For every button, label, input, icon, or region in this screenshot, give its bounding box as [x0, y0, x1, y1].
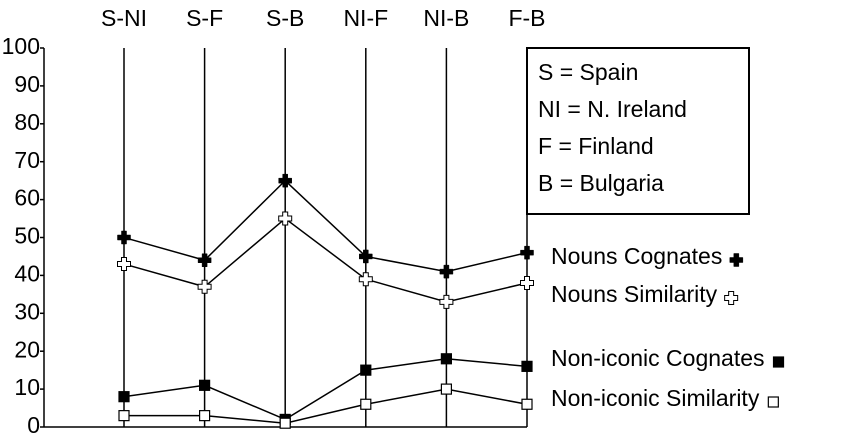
data-point [118, 391, 130, 403]
data-point [521, 360, 533, 372]
x-tick-label: NI-F [343, 5, 388, 31]
series-line [123, 358, 528, 421]
legend-marker [772, 356, 785, 368]
data-point [520, 245, 534, 260]
data-point [439, 294, 454, 309]
y-tick-label: 0 [27, 412, 40, 433]
data-point [358, 272, 373, 287]
series-line [123, 179, 528, 273]
y-tick-label: 50 [14, 223, 40, 249]
data-point [439, 264, 454, 279]
key-box [526, 47, 750, 215]
key-text: F = Finland [538, 133, 654, 159]
data-point [278, 211, 293, 226]
y-tick-label: 10 [14, 374, 40, 400]
legend-marker [767, 396, 779, 408]
data-point [360, 364, 372, 376]
x-tick-label: S-F [186, 5, 223, 31]
key-text: NI = N. Ireland [538, 96, 687, 122]
data-point [117, 230, 131, 245]
data-point [440, 353, 452, 365]
y-tick-label: 70 [14, 147, 40, 173]
legend-label: Nouns Similarity [551, 281, 718, 307]
x-tick-label: NI-B [423, 5, 469, 31]
x-tick-label: S-NI [101, 5, 147, 31]
data-point [197, 253, 212, 267]
y-tick-label: 20 [14, 336, 40, 362]
legend-marker [729, 253, 744, 267]
series-line [123, 217, 528, 303]
data-point [278, 173, 292, 188]
data-point [359, 249, 373, 264]
data-point [118, 410, 130, 422]
data-point [199, 410, 211, 422]
key-text: B = Bulgaria [538, 170, 664, 196]
y-tick-label: 100 [2, 33, 40, 59]
data-point [199, 379, 211, 391]
legend-marker [724, 291, 739, 305]
x-tick-label: S-B [266, 5, 304, 31]
data-point [520, 275, 534, 290]
y-tick-label: 80 [14, 109, 40, 135]
data-point [521, 398, 533, 410]
legend-label: Non-iconic Similarity [551, 385, 760, 411]
y-tick-label: 30 [14, 298, 40, 324]
legend-label: Non-iconic Cognates [551, 345, 765, 371]
data-point [197, 279, 212, 294]
key-text: S = Spain [538, 59, 638, 85]
legend-label: Nouns Cognates [551, 243, 722, 269]
y-tick-label: 40 [14, 260, 40, 286]
series-line [124, 388, 528, 424]
data-point [279, 417, 291, 429]
data-point [440, 383, 452, 395]
data-point [360, 398, 372, 410]
y-tick-label: 60 [14, 185, 40, 211]
data-point [117, 257, 131, 272]
x-tick-label: F-B [508, 5, 545, 31]
y-tick-label: 90 [14, 71, 40, 97]
